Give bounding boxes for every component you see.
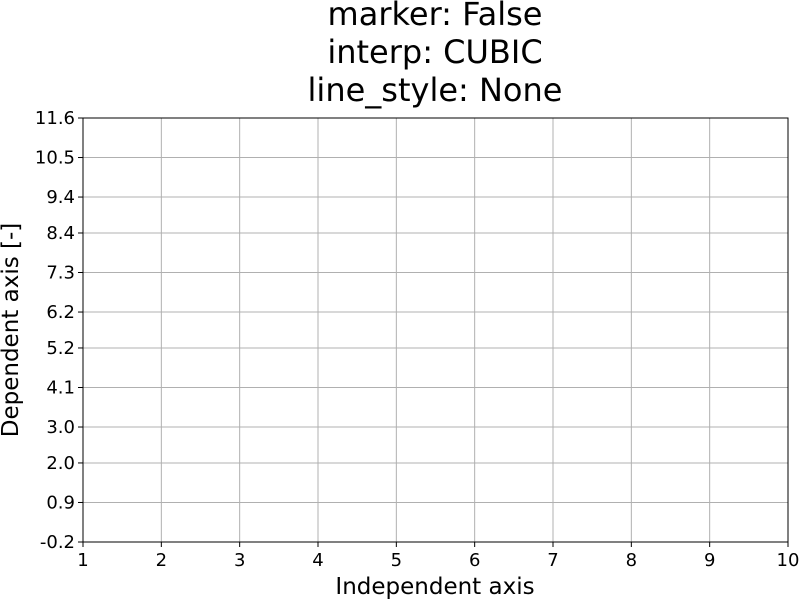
y-tick-label: 7.3 (46, 263, 75, 284)
y-tick-label: 5.2 (46, 338, 75, 359)
grid (82, 117, 789, 543)
x-axis-ticks: 1 2 3 4 5 6 7 8 9 10 (77, 542, 799, 571)
y-tick-label: 4.1 (46, 377, 75, 398)
y-tick-label: 9.4 (46, 187, 75, 208)
x-tick-label: 4 (312, 550, 323, 571)
x-axis-label: Independent axis (335, 574, 534, 600)
x-tick-label: 7 (547, 550, 558, 571)
x-tick-label: 5 (391, 550, 402, 571)
y-tick-label: 0.9 (46, 492, 75, 513)
x-tick-label: 10 (777, 550, 800, 571)
y-tick-label: 6.2 (46, 302, 75, 323)
x-tick-label: 8 (626, 550, 637, 571)
x-tick-label: 1 (77, 550, 88, 571)
x-tick-label: 6 (469, 550, 480, 571)
y-axis-ticks: -0.2 0.9 2.0 3.0 4.1 5.2 6.2 7.3 8.4 9.4 10.5 11.6 (35, 108, 83, 553)
y-axis-label: Dependent axis [-] (0, 223, 24, 437)
x-tick-label: 3 (234, 550, 245, 571)
y-tick-label: 11.6 (35, 108, 75, 129)
title-line-1: marker: False (328, 0, 543, 33)
y-tick-label: 10.5 (35, 148, 75, 169)
title-line-3: line_style: None (308, 71, 563, 109)
title-line-2: interp: CUBIC (327, 33, 542, 71)
x-tick-label: 2 (156, 550, 167, 571)
plot-area (82, 117, 789, 543)
y-tick-label: 2.0 (46, 453, 75, 474)
y-tick-label: 8.4 (46, 223, 75, 244)
x-tick-label: 9 (704, 550, 715, 571)
y-tick-label: -0.2 (40, 532, 75, 553)
chart-title: marker: False interp: CUBIC line_style: … (308, 0, 563, 109)
y-tick-label: 3.0 (46, 417, 75, 438)
